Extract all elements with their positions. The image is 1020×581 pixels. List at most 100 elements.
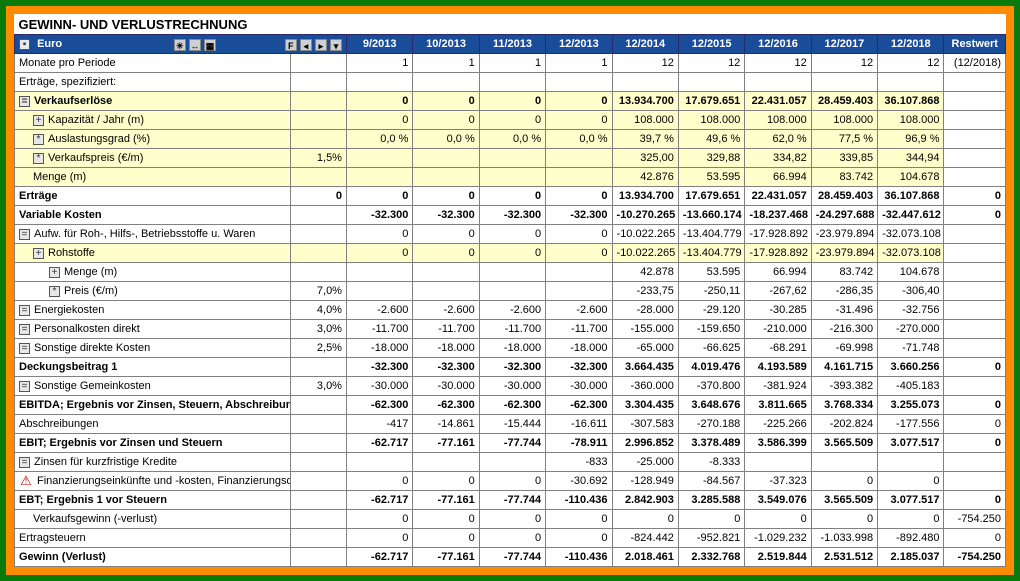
prev-icon[interactable]: ◂ — [300, 39, 312, 51]
row-label-text: Rohstoffe — [48, 247, 95, 259]
cell-value: 0 — [479, 244, 545, 263]
warning-icon: ⚠ — [19, 474, 33, 488]
cell-value: -202.824 — [811, 415, 877, 434]
period-header[interactable]: 12/2015 — [678, 35, 744, 54]
dropdown-icon[interactable]: ▾ — [330, 39, 342, 51]
cell-value: -18.000 — [413, 339, 479, 358]
cell-value: 2.519.844 — [745, 548, 811, 567]
row-label-text: Sonstige direkte Kosten — [34, 342, 150, 354]
expand-icon[interactable]: * — [49, 286, 60, 297]
row-param: 2,5% — [290, 339, 346, 358]
expand-icon[interactable]: = — [19, 457, 30, 468]
expand-icon[interactable]: + — [33, 115, 44, 126]
cell-value: 49,6 % — [678, 130, 744, 149]
row-label: EBT; Ergebnis 1 vor Steuern — [15, 491, 291, 510]
cell-value: 108.000 — [878, 111, 944, 130]
cell-value: 4.019.476 — [678, 358, 744, 377]
tool-icon-b[interactable]: ↔ — [189, 39, 201, 51]
period-header[interactable]: 12/2016 — [745, 35, 811, 54]
cell-value: -62.300 — [346, 396, 412, 415]
expand-icon[interactable]: + — [33, 248, 44, 259]
cell-value: 0,0 % — [346, 130, 412, 149]
cell-value: -30.285 — [745, 301, 811, 320]
expand-icon[interactable]: = — [19, 343, 30, 354]
cell-value — [479, 263, 545, 282]
expand-icon[interactable]: + — [49, 267, 60, 278]
expand-icon[interactable]: = — [19, 305, 30, 316]
cell-value: -77.161 — [413, 548, 479, 567]
cell-value: 0 — [479, 92, 545, 111]
expand-icon[interactable]: * — [33, 153, 44, 164]
cell-value: -32.756 — [878, 301, 944, 320]
cell-value: -1.029.232 — [745, 529, 811, 548]
cell-value: -62.717 — [346, 548, 412, 567]
cell-value: -32.300 — [413, 358, 479, 377]
table-row: Monate pro Periode11111212121212(12/2018… — [15, 54, 1006, 73]
cell-value: 3.549.076 — [745, 491, 811, 510]
row-param — [290, 111, 346, 130]
outer-frame: GEWINN- UND VERLUSTRECHNUNG ▪ Euro ☀ ↔ ▦… — [6, 6, 1014, 575]
cell-value: 0,0 % — [413, 130, 479, 149]
period-header[interactable]: 9/2013 — [346, 35, 412, 54]
row-param — [290, 491, 346, 510]
cell-value: 0 — [612, 510, 678, 529]
cell-value: -16.611 — [546, 415, 612, 434]
cell-value: -210.000 — [745, 320, 811, 339]
cell-value — [479, 73, 545, 92]
collapse-all-icon[interactable]: ▪ — [19, 39, 30, 50]
next-icon[interactable]: ▸ — [315, 39, 327, 51]
restwert-cell: 0 — [944, 491, 1006, 510]
cell-value: -23.979.894 — [811, 225, 877, 244]
filter-icon[interactable]: F — [285, 39, 297, 51]
restwert-cell — [944, 339, 1006, 358]
cell-value: -62.300 — [479, 396, 545, 415]
expand-icon[interactable]: = — [19, 96, 30, 107]
cell-value: -77.744 — [479, 491, 545, 510]
cell-value: 3.565.509 — [811, 434, 877, 453]
cell-value — [346, 168, 412, 187]
restwert-cell — [944, 130, 1006, 149]
period-header[interactable]: 12/2018 — [878, 35, 944, 54]
row-label: + Kapazität / Jahr (m) — [15, 111, 291, 130]
row-label-text: Menge (m) — [64, 266, 117, 278]
table-row: *Preis (€/m)7,0%-233,75-250,11-267,62-28… — [15, 282, 1006, 301]
cell-value: -18.237.468 — [745, 206, 811, 225]
expand-icon[interactable]: = — [19, 381, 30, 392]
row-param — [290, 263, 346, 282]
period-header[interactable]: 12/2013 — [546, 35, 612, 54]
cell-value: 339,85 — [811, 149, 877, 168]
tool-icon-c[interactable]: ▦ — [204, 39, 216, 51]
row-label: = Aufw. für Roh-, Hilfs-, Betriebsstoffe … — [15, 225, 291, 244]
cell-value: 3.648.676 — [678, 396, 744, 415]
cell-value — [413, 73, 479, 92]
cell-value: -2.600 — [413, 301, 479, 320]
row-param — [290, 244, 346, 263]
cell-value: -833 — [546, 453, 612, 472]
expand-icon[interactable]: * — [33, 134, 44, 145]
cell-value: 0 — [878, 510, 944, 529]
period-header[interactable]: 11/2013 — [479, 35, 545, 54]
expand-icon[interactable]: = — [19, 324, 30, 335]
period-header[interactable]: 12/2014 — [612, 35, 678, 54]
cell-value — [745, 453, 811, 472]
cell-value: -2.600 — [479, 301, 545, 320]
cell-value: 0 — [678, 510, 744, 529]
cell-value: 3.565.509 — [811, 491, 877, 510]
restwert-header[interactable]: Restwert — [944, 35, 1006, 54]
row-label-text: Aufw. für Roh-, Hilfs-, Betriebsstoffe u… — [34, 228, 255, 240]
cell-value — [413, 263, 479, 282]
row-param — [290, 92, 346, 111]
restwert-cell: 0 — [944, 529, 1006, 548]
row-label: =Verkaufserlöse — [15, 92, 291, 111]
period-header[interactable]: 12/2017 — [811, 35, 877, 54]
cell-value: -71.748 — [878, 339, 944, 358]
tool-icon-a[interactable]: ☀ — [174, 39, 186, 51]
row-label: *Preis (€/m) — [15, 282, 291, 301]
restwert-cell — [944, 282, 1006, 301]
row-label-text: Kapazität / Jahr (m) — [48, 114, 144, 126]
expand-icon[interactable]: = — [19, 229, 30, 240]
cell-value: 0 — [346, 92, 412, 111]
period-header[interactable]: 10/2013 — [413, 35, 479, 54]
cell-value — [546, 263, 612, 282]
cell-value: 22.431.057 — [745, 92, 811, 111]
